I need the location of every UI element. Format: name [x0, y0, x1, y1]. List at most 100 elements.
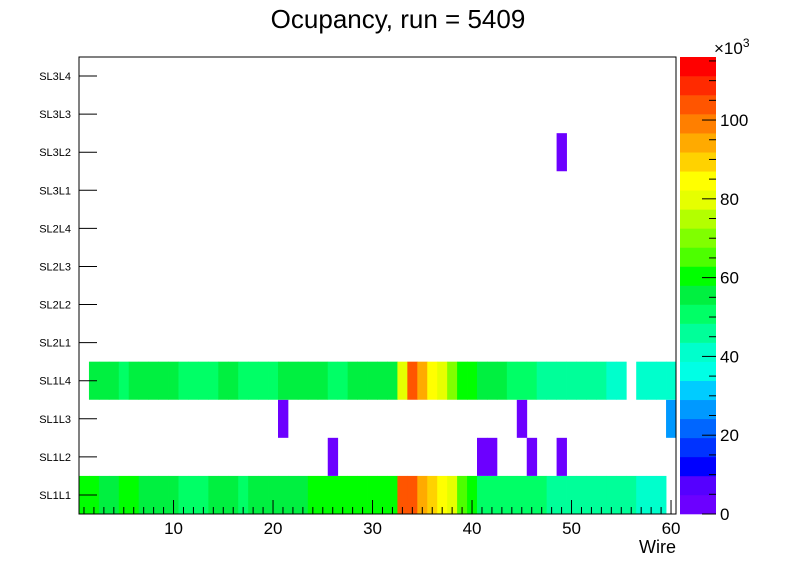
heatmap-cell	[357, 475, 368, 514]
heatmap-cell	[496, 475, 508, 514]
heatmap-cell	[626, 475, 637, 514]
heatmap-cell	[666, 361, 677, 400]
x-tick-label: 20	[264, 519, 283, 538]
heatmap-cell	[477, 437, 488, 476]
heatmap-cell	[118, 475, 130, 514]
x-tick-label: 50	[562, 519, 581, 538]
heatmap-cell	[337, 361, 349, 400]
heatmap-cell	[367, 475, 378, 514]
heatmap-cell	[437, 361, 448, 400]
heatmap-cell	[486, 475, 498, 514]
heatmap-cell	[198, 361, 209, 400]
heatmap-cell	[327, 437, 339, 476]
heatmap-cell	[526, 475, 538, 514]
heatmap-cell	[636, 475, 647, 514]
heatmap-cell	[486, 361, 498, 400]
heatmap-cell	[357, 361, 368, 400]
x-tick-label: 40	[463, 519, 482, 538]
heatmap-cell	[238, 475, 249, 514]
heatmap-cell	[417, 475, 428, 514]
color-bar-segment	[680, 228, 716, 248]
heatmap-cell	[188, 475, 199, 514]
heatmap-cell	[556, 361, 567, 400]
heatmap-cell	[666, 399, 677, 438]
heatmap-cell	[128, 475, 140, 514]
heatmap-cell	[278, 361, 289, 400]
heatmap-cell	[616, 361, 627, 400]
heatmap-cell	[596, 361, 607, 400]
color-bar-segment	[680, 247, 716, 267]
y-tick-label: SL2L4	[39, 223, 71, 235]
heatmap-cell	[148, 475, 159, 514]
color-bar-segment	[680, 209, 716, 229]
heatmap-cell	[467, 361, 478, 400]
color-bar-segment	[680, 342, 716, 362]
x-axis: 10 20 30 40 50 60	[83, 500, 680, 538]
heatmap-cell	[417, 361, 428, 400]
heatmap-cell	[98, 475, 110, 514]
heatmap-cell	[218, 361, 229, 400]
heatmap-cell	[407, 475, 418, 514]
heatmap-cell	[98, 361, 110, 400]
heatmap-cell	[397, 475, 408, 514]
heatmap-cell	[287, 475, 299, 514]
heatmap-cell	[297, 475, 309, 514]
y-tick-label: SL2L3	[39, 261, 71, 273]
color-bar-segment	[680, 171, 716, 191]
y-tick-label: SL1L3	[39, 414, 71, 426]
color-bar-tick-label: 60	[720, 269, 739, 288]
color-bar-tick-label: 100	[720, 111, 748, 130]
heatmap-cell	[108, 475, 120, 514]
heatmap-cell	[307, 361, 319, 400]
y-axis: SL1L1 SL1L2 SL1L3 SL1L4 SL2L1 SL2L2 SL2L3 SL2L4…	[39, 71, 97, 502]
heatmap-cell	[387, 475, 398, 514]
y-tick-label: SL3L2	[39, 147, 71, 159]
color-bar-segment	[680, 418, 716, 439]
heatmap-cell	[218, 475, 229, 514]
heatmap-cell	[297, 361, 309, 400]
heatmap-cell	[248, 361, 259, 400]
y-tick-label: SL1L4	[39, 376, 71, 388]
heatmap-cell	[586, 361, 597, 400]
heatmap-cell	[327, 475, 339, 514]
heatmap-cell	[477, 361, 488, 400]
heatmap-cell	[387, 361, 398, 400]
color-bar-segment	[680, 266, 716, 286]
heatmap-cell	[258, 475, 269, 514]
heatmap-cell	[646, 361, 657, 400]
heatmap-cell	[208, 475, 219, 514]
heatmap-cell	[347, 475, 358, 514]
heatmap-cell	[516, 399, 528, 438]
heatmap-cell	[646, 475, 657, 514]
heatmap-cell	[457, 475, 468, 514]
heatmap-cell	[596, 475, 607, 514]
y-tick-label: SL3L3	[39, 109, 71, 121]
heatmap-cell	[138, 475, 150, 514]
heatmap-cell	[427, 361, 438, 400]
heatmap-cell	[656, 361, 667, 400]
heatmap-cell	[467, 475, 478, 514]
color-bar-segment	[680, 133, 716, 153]
heatmap-cell	[228, 361, 239, 400]
heatmap-cell	[377, 475, 388, 514]
heatmap-cell	[268, 361, 279, 400]
color-bar-segment	[680, 57, 716, 77]
heatmap-cell	[616, 475, 627, 514]
heatmap-cell	[258, 361, 269, 400]
heatmap-cell	[546, 361, 557, 400]
y-tick-label: SL1L1	[39, 490, 71, 502]
color-bar-tick-label: 40	[720, 347, 739, 366]
heatmap-cell	[546, 475, 557, 514]
heatmap-cell	[516, 361, 528, 400]
heatmap-cell	[278, 399, 289, 438]
heatmap-cell	[188, 361, 199, 400]
color-bar-segment	[680, 475, 716, 496]
color-bar-segment	[680, 437, 716, 458]
heatmap-cell	[566, 475, 577, 514]
color-bar-segment	[680, 304, 716, 324]
heatmap-cell	[268, 475, 279, 514]
color-bar-segment	[680, 494, 716, 515]
x-tick-label: 30	[363, 519, 382, 538]
heatmap-cell	[198, 475, 209, 514]
